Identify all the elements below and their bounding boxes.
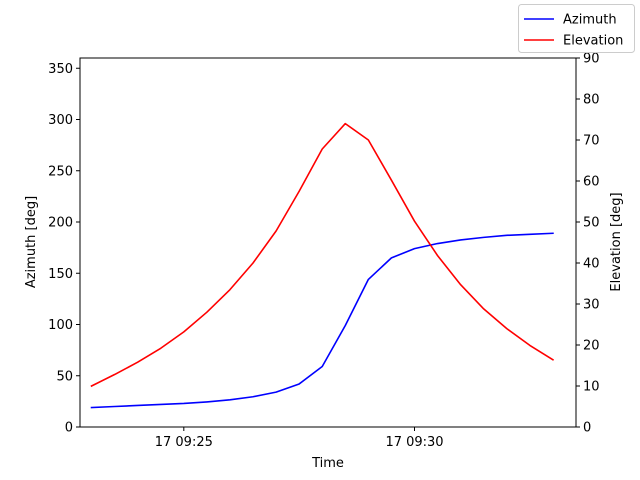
plot-frame — [79, 57, 577, 428]
axis-layer: 0 50 100 150 200 250 300 350 0 10 20 30 40 50 60 70 80 90… — [48, 52, 599, 451]
y-right-tick-label: 10 — [583, 380, 600, 395]
y-left-tick-label: 150 — [48, 267, 73, 282]
series-line-azimuth — [90, 232, 554, 409]
y-left-tick-label: 350 — [48, 62, 73, 77]
y-left-tick-label: 200 — [48, 216, 73, 231]
y-axis-right-label: Elevation [deg] — [609, 192, 624, 291]
y-axis-left-label: Azimuth [deg] — [24, 196, 39, 288]
y-right-tick-label: 40 — [583, 257, 600, 272]
y-left-tick-label: 50 — [56, 369, 73, 384]
y-right-tick-label: 90 — [583, 52, 600, 67]
x-axis-label: Time — [311, 456, 344, 471]
y-right-tick-label: 30 — [583, 298, 600, 313]
y-right-tick-label: 0 — [583, 421, 591, 436]
y-left-tick-label: 0 — [65, 421, 73, 436]
x-tick-label: 17 09:30 — [385, 435, 443, 450]
y-right-tick-label: 80 — [583, 93, 600, 108]
y-left-tick-label: 250 — [48, 164, 73, 179]
legend-label-azimuth: Azimuth — [563, 13, 617, 28]
y-right-tick-label: 70 — [583, 134, 600, 149]
legend: Azimuth Elevation — [518, 4, 635, 53]
y-right-tick-label: 60 — [583, 175, 600, 190]
series-layer — [90, 122, 555, 409]
y-right-tick-label: 20 — [583, 339, 600, 354]
y-left-tick-label: 100 — [48, 318, 73, 333]
series-line-elevation — [90, 122, 555, 388]
x-tick-label: 17 09:25 — [155, 435, 213, 450]
y-right-tick-label: 50 — [583, 216, 600, 231]
y-left-tick-label: 300 — [48, 113, 73, 128]
legend-label-elevation: Elevation — [563, 34, 623, 49]
